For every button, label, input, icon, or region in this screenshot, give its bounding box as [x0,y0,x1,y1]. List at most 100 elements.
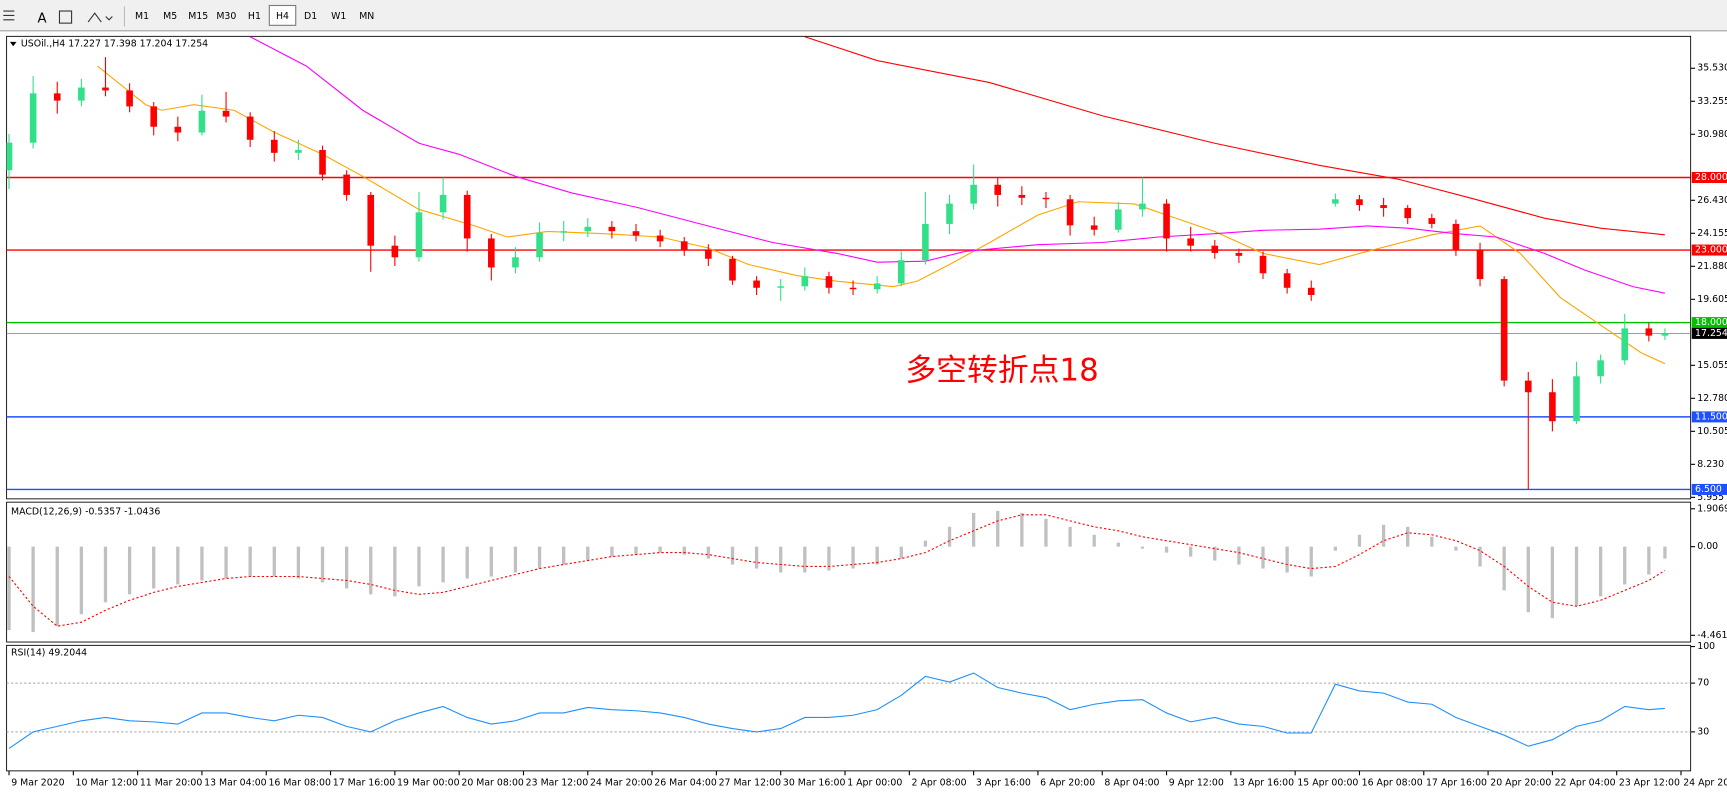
rsi-line [8,672,1665,749]
timeframe-button[interactable]: MN [359,11,374,22]
candle-body [319,149,326,175]
menu-icon[interactable] [3,10,15,21]
candle-body [801,276,809,287]
x-tick-label: 24 Mar 20:00 [590,777,653,788]
x-tick-label: 23 Mar 12:00 [526,777,589,788]
candle-body [512,257,519,268]
macd-bar [754,546,759,569]
x-tick-label: 20 Apr 20:00 [1490,777,1551,788]
macd-bar [658,546,662,553]
x-tick-label: 24 Apr 20:00 [1683,777,1727,788]
candle-body [246,116,254,140]
y-tick-label: 100 [1697,641,1715,652]
macd-bar [7,546,11,631]
macd-bar [320,546,325,583]
timeframe-button[interactable]: M30 [216,11,236,22]
y-tick-label: 30 [1697,726,1709,737]
candle-body [536,232,543,258]
x-tick-label: 10 Mar 12:00 [76,777,139,788]
macd-bar [31,546,35,633]
y-tick-label: 12.780 [1697,393,1727,404]
macd-bar [971,512,976,547]
candle-body [632,231,640,236]
macd-bar [1020,512,1024,547]
label-tool-icon[interactable] [58,10,73,24]
candle-body [970,184,977,204]
macd-bar [513,546,518,573]
macd-bar [851,546,855,569]
y-tick-label: -4.4614 [1697,630,1727,641]
macd-bar [610,546,614,557]
y-tick-label: 0.00 [1697,541,1718,552]
main-panel [6,35,1692,500]
macd-bar [1454,546,1458,551]
macd-bar [465,546,469,579]
timeframe-button[interactable]: H4 [276,11,289,22]
macd-bar [152,546,156,589]
macd-bar [1663,546,1667,559]
candle-body [680,241,688,251]
x-tick-label: 9 Apr 12:00 [1169,777,1224,788]
timeframe-button[interactable]: M15 [188,11,208,22]
macd-bar [1309,546,1313,577]
x-tick-label: 22 Apr 04:00 [1555,777,1616,788]
y-tick-label: 24.155 [1697,228,1727,239]
candle-body [463,194,471,239]
candle-body [1476,250,1484,280]
timeframe-button[interactable]: M1 [135,11,149,22]
text-tool-icon[interactable]: A [37,12,46,27]
candle-body [825,276,833,288]
candle-body [1235,252,1243,256]
collapse-arrow[interactable] [9,41,17,47]
x-tick-label: 27 Mar 12:00 [719,777,782,788]
macd-bar [706,546,711,559]
candle-body [1139,203,1146,210]
macd-bar [79,546,84,615]
plot-area [7,510,1667,633]
candle-body [656,235,664,242]
rsi-panel [6,644,1692,772]
y-tick-label: 8.230 [1697,459,1724,470]
timeframe-button[interactable]: M5 [163,11,177,22]
candle-body [705,250,712,259]
x-tick-label: 6 Apr 20:00 [1040,777,1095,788]
macd-bar [1140,546,1145,549]
x-tick-label: 17 Mar 16:00 [333,777,396,788]
candle-body [560,231,567,233]
level-label-bg [1691,483,1727,495]
candle-body [1042,197,1050,200]
candle-body [1187,238,1194,246]
macd-bar [272,546,276,577]
timeframe-button[interactable]: H1 [248,11,261,22]
macd-bar [537,546,542,569]
y-tick-label: 5.955 [1697,492,1724,503]
candle-body [53,93,61,101]
candle-body [270,139,278,153]
macd-bar [200,546,204,581]
macd-bar [224,546,228,579]
candle-body [1307,287,1315,296]
candle-body [1066,199,1074,226]
macd-bar [562,546,566,565]
y-tick-label: 10.505 [1697,426,1727,437]
timeframe-active [268,4,297,26]
level-label-bg [1691,317,1727,329]
macd-bar [827,546,831,571]
macd-bar [634,546,638,555]
arrows-tool-icon[interactable] [87,12,113,23]
macd-bar [296,546,301,579]
x-tick-label: 15 Apr 00:00 [1297,777,1358,788]
macd-bar [1526,546,1530,613]
timeframe-button[interactable]: W1 [331,11,346,22]
timeframe-button[interactable]: D1 [304,11,317,22]
last-price-bg [1691,327,1727,339]
candle-body [295,149,302,153]
macd-bar [1092,534,1096,547]
candle-body [1597,360,1604,377]
macd-bar [1550,546,1555,619]
macd-bar [1189,546,1193,557]
x-tick-label: 26 Mar 04:00 [654,777,717,788]
level-label-bg [1691,244,1727,256]
